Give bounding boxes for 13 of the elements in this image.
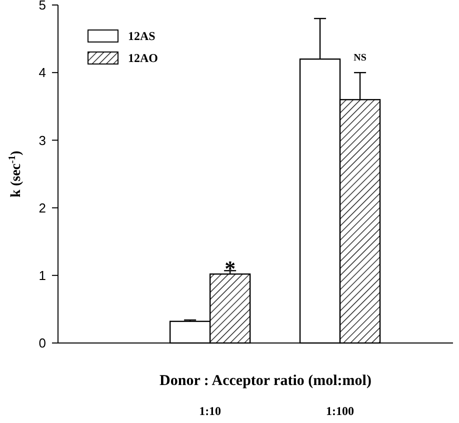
y-tick-label: 3 [38,132,46,148]
annotation: NS [354,52,367,64]
y-tick-label: 4 [38,65,46,80]
x-tick-label: 1:10 [199,404,222,418]
y-tick-label: 5 [38,0,46,13]
annotation: * [224,256,236,281]
legend-label: 12AO [128,51,158,66]
y-tick-label: 1 [38,268,46,283]
x-axis-title: Donor : Acceptor ratio (mol:mol) [160,373,372,389]
legend-label: 12AS [128,29,156,44]
y-tick-label: 2 [38,200,46,216]
y-tick-label: 0 [38,336,46,351]
x-tick-label: 1:100 [326,404,354,418]
